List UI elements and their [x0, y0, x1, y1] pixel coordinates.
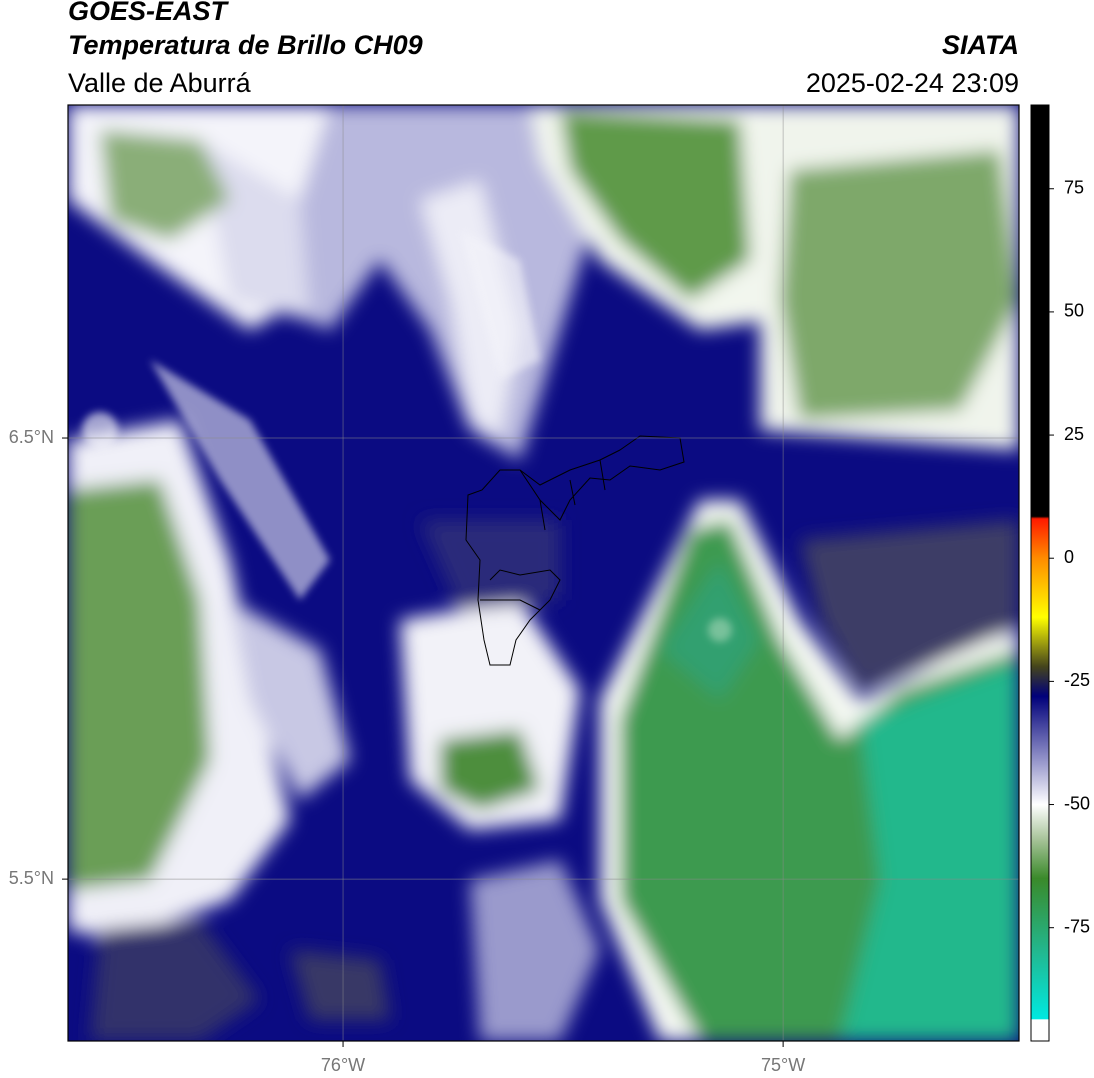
colorbar-tick-label: -25	[1064, 670, 1090, 690]
colorbar-tick-label: 75	[1064, 177, 1084, 197]
satellite-image	[68, 105, 1019, 1041]
map-frame	[67, 104, 1020, 1042]
subtitle: Temperatura de Brillo CH09	[68, 30, 423, 60]
title: GOES-EAST	[68, 0, 230, 26]
colorbar	[1030, 104, 1050, 1042]
y-tick-label: 6.5°N	[9, 427, 54, 447]
x-tick-label: 76°W	[321, 1055, 365, 1075]
region: Valle de Aburrá	[68, 68, 252, 98]
municipal-boundaries	[465, 435, 685, 666]
datetime: 2025-02-24 23:09	[806, 68, 1019, 98]
y-tick-label: 5.5°N	[9, 868, 54, 888]
source: SIATA	[942, 30, 1019, 60]
colorbar-tick-label: 0	[1064, 547, 1074, 567]
colorbar-tick-label: 25	[1064, 424, 1084, 444]
colorbar-tick-label: -50	[1064, 793, 1090, 813]
colorbar-tick-label: -75	[1064, 916, 1090, 936]
x-tick-label: 75°W	[761, 1055, 805, 1075]
colorbar-tick-label: 50	[1064, 301, 1084, 321]
